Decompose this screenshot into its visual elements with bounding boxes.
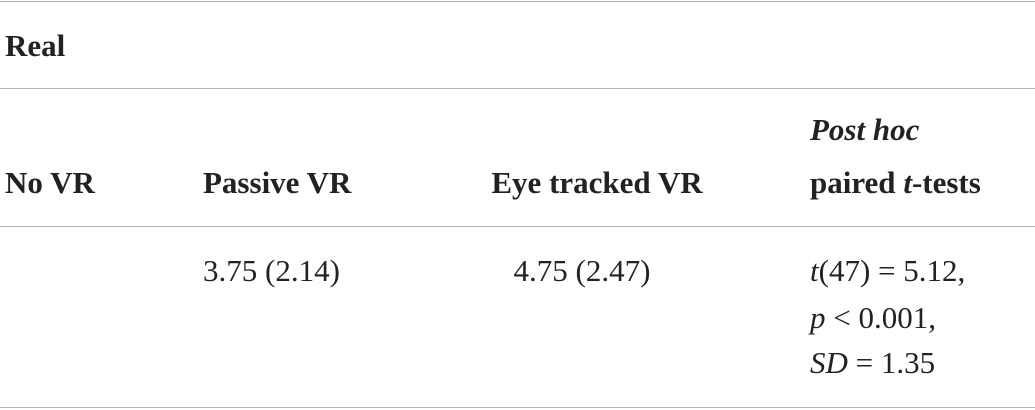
rule <box>0 226 1035 227</box>
stat-text: < 0.001, <box>833 300 936 335</box>
header-text: paired <box>810 165 896 200</box>
rule <box>0 88 1035 89</box>
data-cell: 4.75 (2.47) <box>513 253 651 288</box>
stat-symbol: SD <box>810 345 848 380</box>
stat-symbol: t <box>810 253 819 288</box>
header-cell: Post hoc <box>810 114 919 145</box>
stat-text: = 1.35 <box>855 345 936 380</box>
table-title: Real <box>5 28 66 63</box>
header-text: t <box>903 165 912 200</box>
header-text: Post hoc <box>810 112 920 147</box>
data-cell: SD = 1.35 <box>810 347 935 378</box>
rule <box>0 407 1035 408</box>
header-cell: paired t-tests <box>810 167 981 198</box>
header-text: -tests <box>911 165 981 200</box>
data-cell: p < 0.001, <box>810 302 936 333</box>
data-cell: 3.75 (2.14) <box>203 253 340 288</box>
stat-text: (47) = 5.12, <box>818 253 966 288</box>
header-cell: Passive VR <box>203 165 352 200</box>
header-cell: Eye tracked VR <box>491 165 703 200</box>
rule <box>0 1 1035 2</box>
stat-symbol: p <box>810 300 826 335</box>
data-cell: t(47) = 5.12, <box>810 255 965 286</box>
header-cell: No VR <box>5 165 95 200</box>
